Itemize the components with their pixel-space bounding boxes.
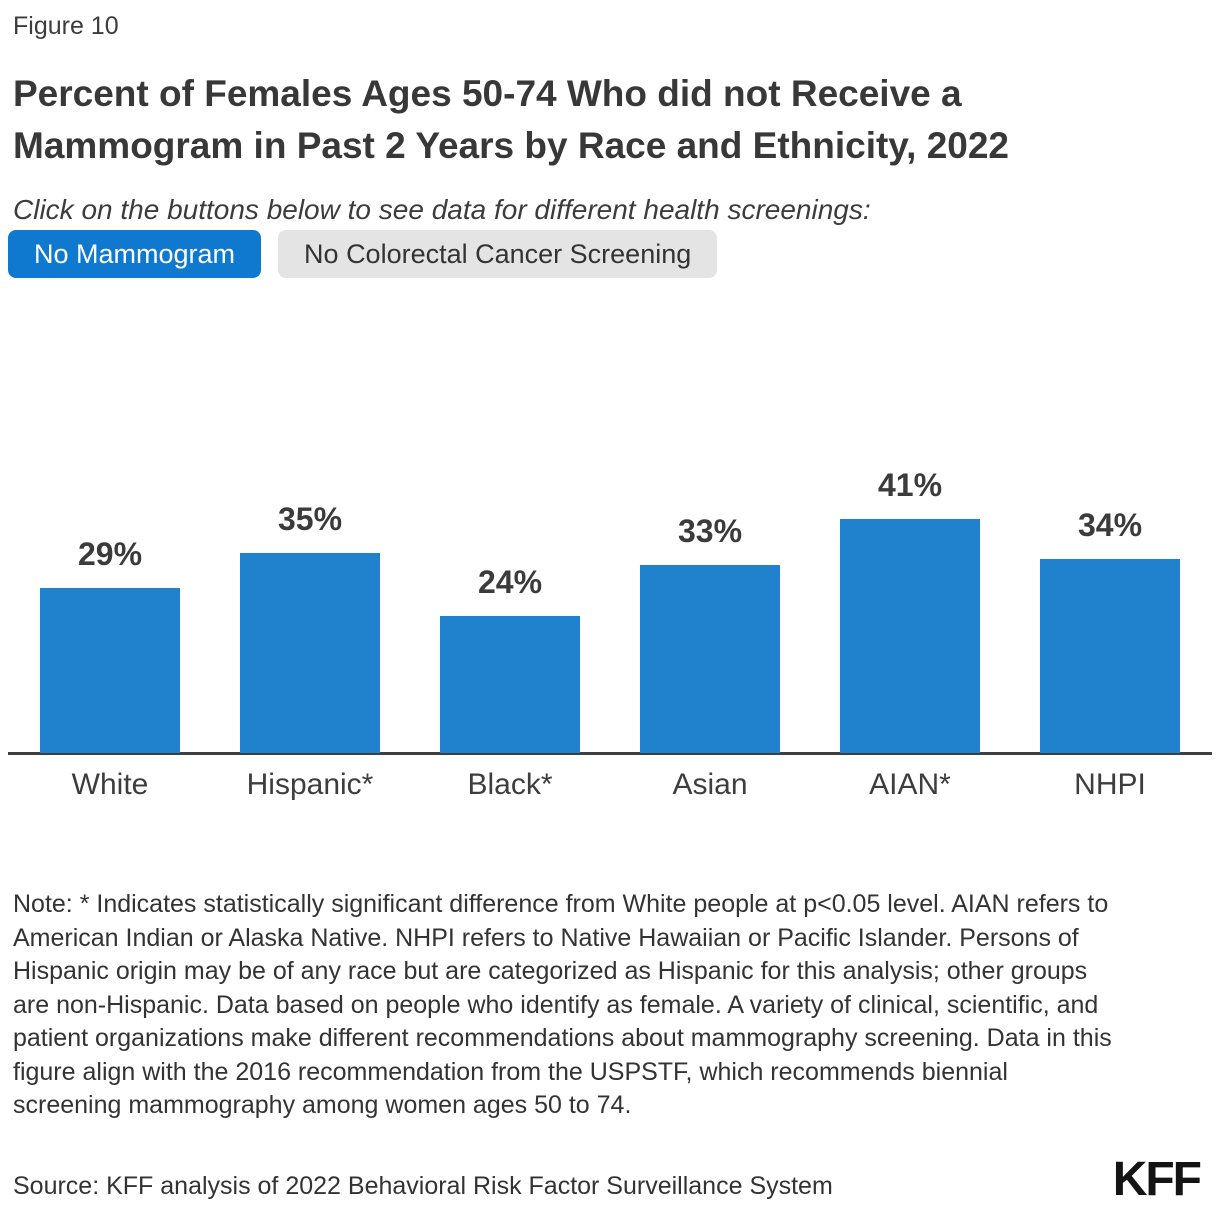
value-label-aian: 41%: [877, 467, 943, 503]
page-title: Percent of Females Ages 50-74 Who did no…: [13, 73, 1010, 166]
x-axis-line: [8, 752, 1212, 755]
bar-chart: 29% White 35% Hispanic* 24% Black* 33% Asian 41%…: [0, 450, 1220, 830]
source-text: Source: KFF analysis of 2022 Behavioral …: [13, 1172, 833, 1200]
category-label-hispanic: Hispanic*: [246, 768, 374, 801]
bar-asian: [640, 565, 780, 753]
category-label-black: Black*: [467, 768, 553, 801]
category-label-white: White: [71, 768, 149, 801]
bar-hispanic: [240, 553, 380, 753]
value-label-black: 24%: [477, 564, 543, 600]
bar-nhpi: [1040, 559, 1180, 753]
value-label-white: 29%: [77, 536, 143, 572]
category-label-aian: AIAN*: [869, 768, 951, 801]
figure-label: Figure 10: [13, 12, 119, 40]
tab-no-colorectal-screening[interactable]: No Colorectal Cancer Screening: [278, 230, 718, 278]
kff-logo: KFF: [1112, 1153, 1202, 1206]
value-label-nhpi: 34%: [1077, 507, 1143, 543]
value-label-asian: 33%: [677, 513, 743, 549]
note-text: Note: * Indicates statistically signific…: [13, 890, 1112, 1119]
value-label-hispanic: 35%: [277, 501, 343, 537]
category-label-asian: Asian: [672, 768, 748, 801]
category-label-nhpi: NHPI: [1074, 768, 1146, 801]
bar-black: [440, 616, 580, 753]
bar-white: [40, 588, 180, 753]
screening-toggle-group: No Mammogram No Colorectal Cancer Screen…: [8, 230, 718, 278]
tab-no-mammogram[interactable]: No Mammogram: [8, 230, 262, 278]
bar-aian: [840, 519, 980, 753]
subtitle: Click on the buttons below to see data f…: [13, 194, 871, 225]
